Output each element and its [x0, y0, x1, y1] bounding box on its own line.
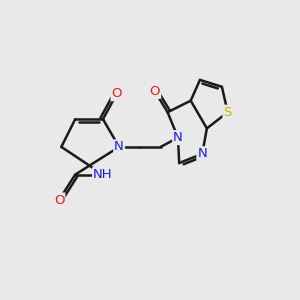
Text: NH: NH	[93, 168, 113, 181]
Text: O: O	[150, 85, 160, 98]
Text: N: N	[114, 140, 124, 153]
Text: N: N	[173, 131, 183, 144]
Text: S: S	[224, 106, 232, 119]
Text: N: N	[197, 147, 207, 160]
Text: O: O	[54, 194, 64, 206]
Text: O: O	[112, 87, 122, 100]
